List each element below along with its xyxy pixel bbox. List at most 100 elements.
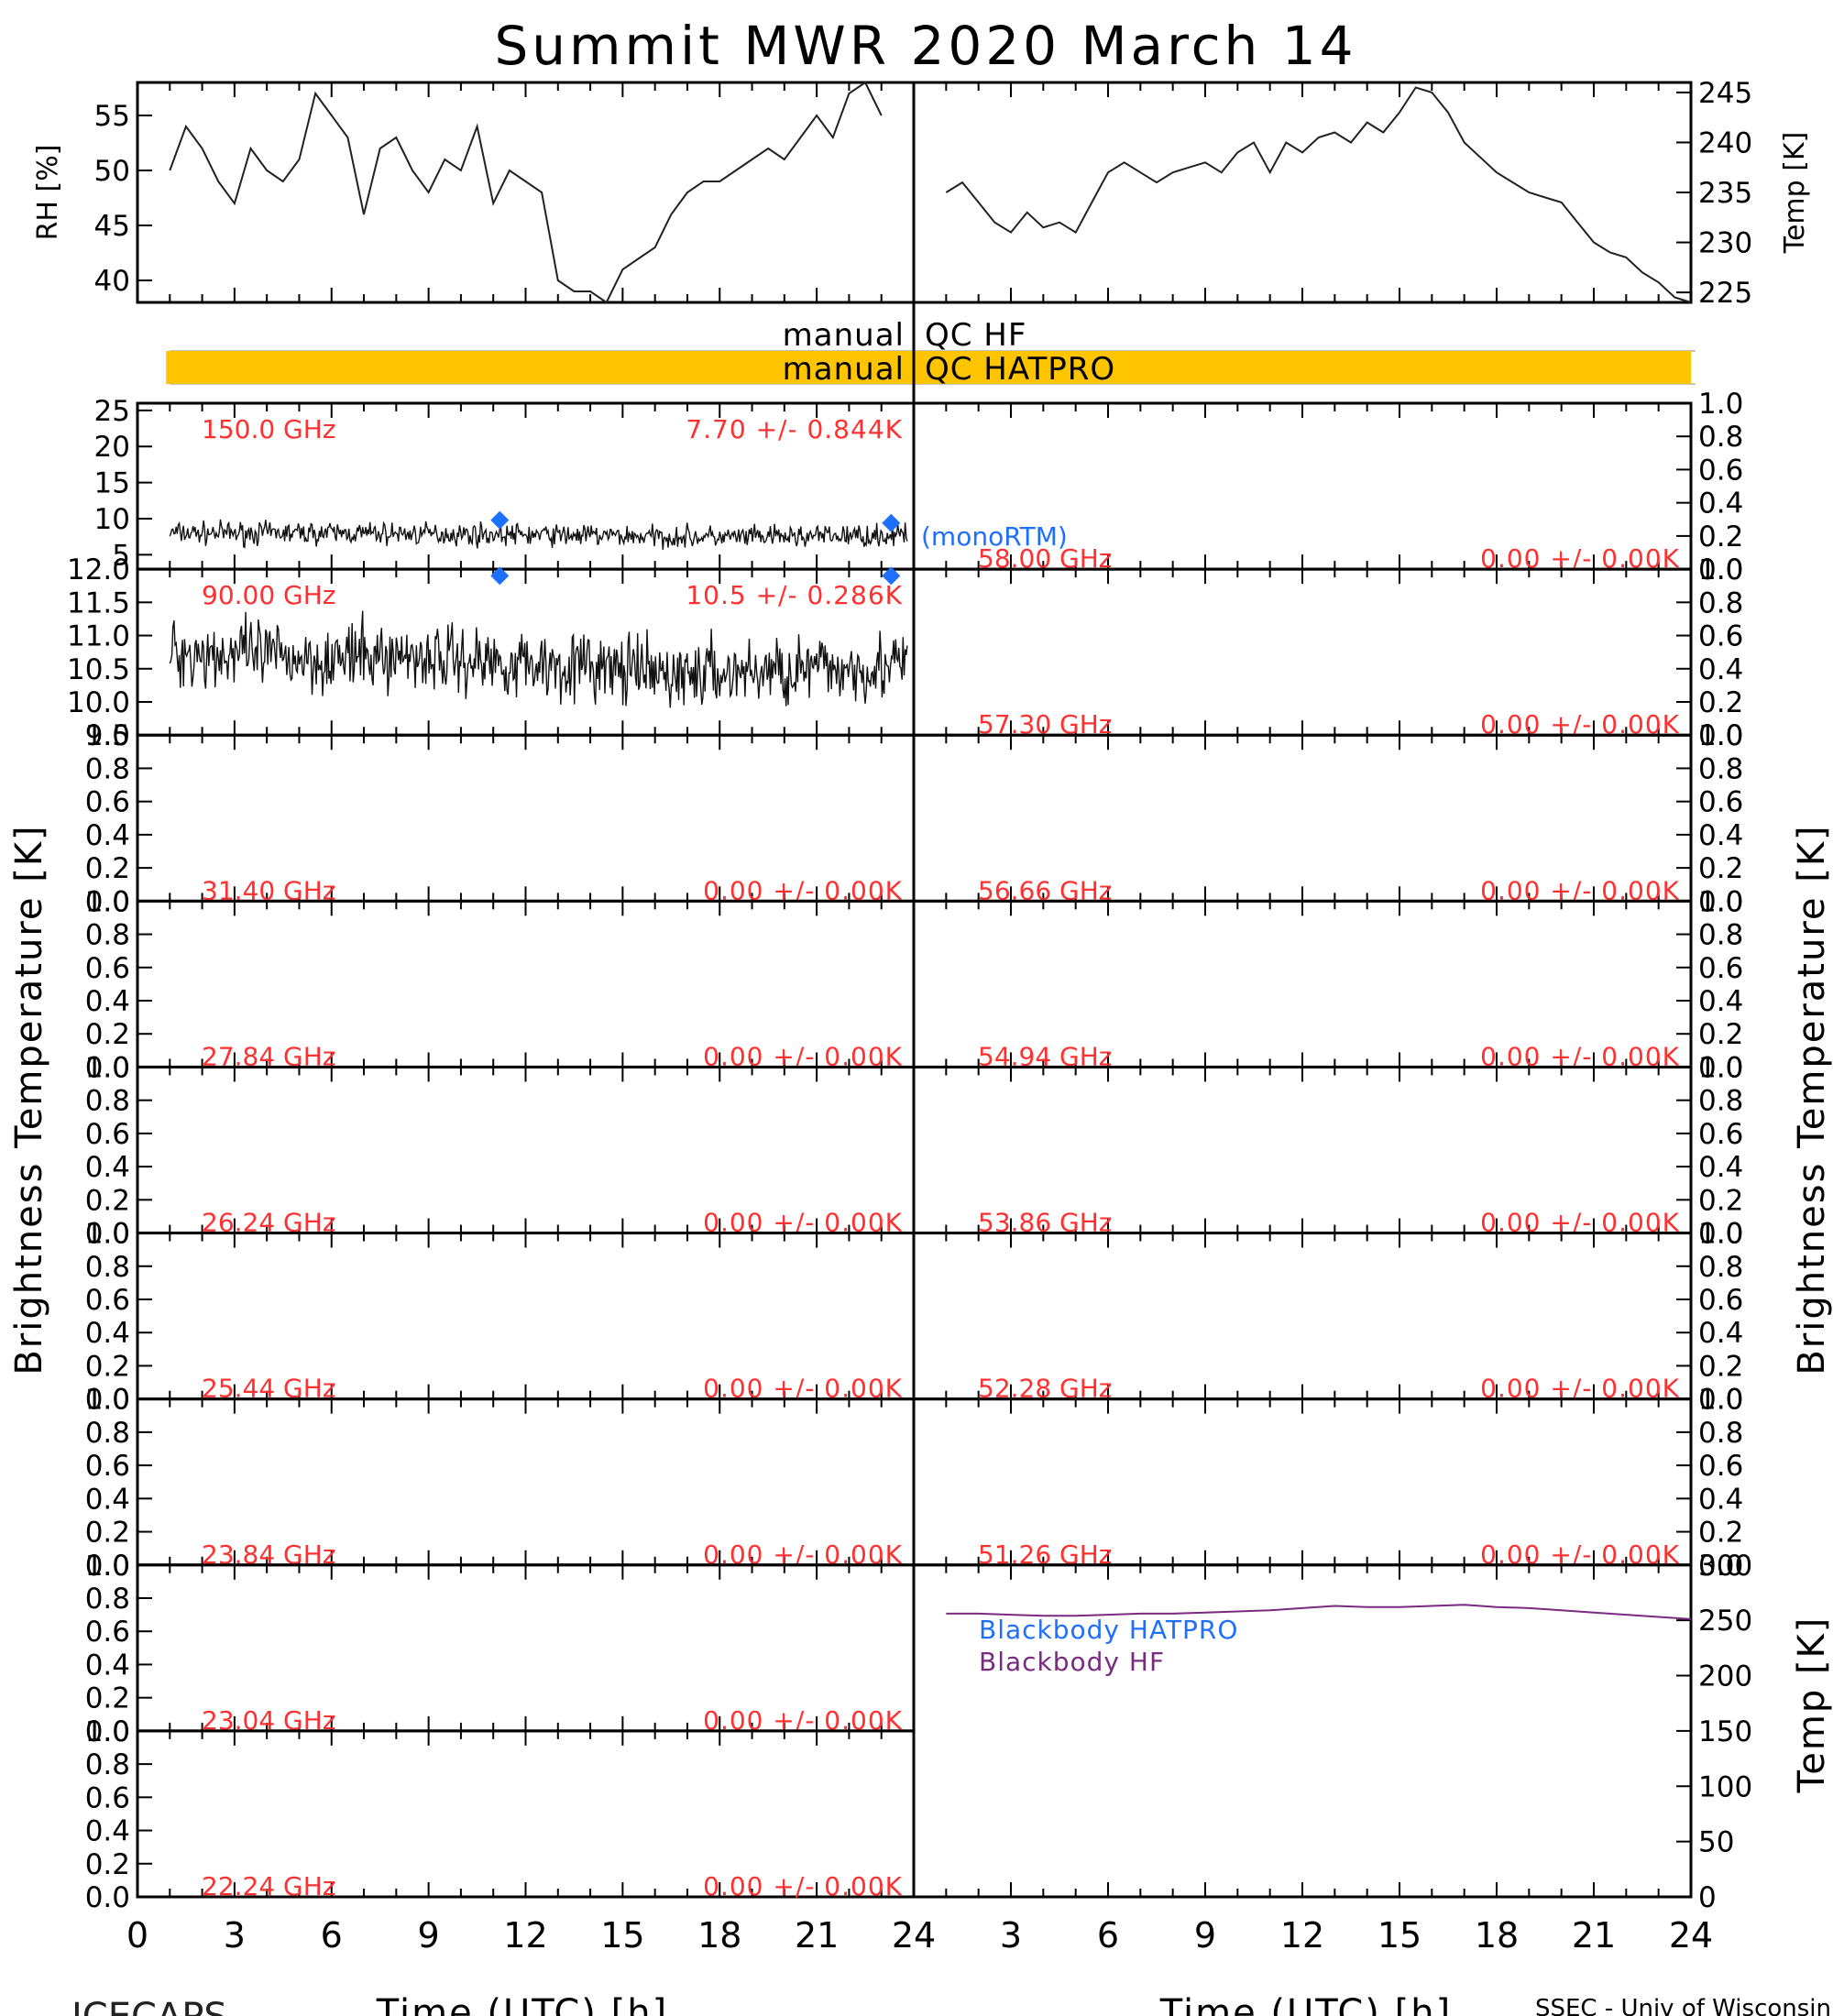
y-tick-label: 11.5 — [67, 586, 130, 619]
tb-trace — [169, 610, 908, 708]
y-tick-label: 40 — [94, 265, 130, 298]
y-tick-label: 0.6 — [85, 1450, 130, 1483]
y-tick-label: 45 — [94, 210, 130, 243]
y-tick-label: 0.8 — [85, 919, 130, 952]
y-tick-label: 225 — [1698, 277, 1752, 310]
y-tick-label: 0.0 — [85, 1384, 130, 1417]
temp-axis-label: Temp [K] — [1779, 132, 1811, 255]
y-tick-label: 245 — [1698, 77, 1752, 110]
y-tick-label: 0.2 — [1698, 1517, 1743, 1550]
y-tick-label: 0.6 — [85, 952, 130, 985]
y-tick-label: 0.6 — [1698, 620, 1743, 653]
y-tick-label: 0.4 — [1698, 819, 1743, 852]
x-tick-label-right: 15 — [1377, 1915, 1421, 1956]
y-tick-label: 0.2 — [1698, 520, 1743, 553]
y-tick-label: 230 — [1698, 227, 1752, 260]
qc-row-label-left: manual — [783, 351, 905, 388]
y-tick-label: 10 — [94, 503, 130, 536]
y-tick-label: 0.2 — [85, 1018, 130, 1051]
y-tick-label: 0.8 — [85, 1583, 130, 1616]
y-tick-label: 25 — [94, 395, 130, 428]
y-tick-label: 0.2 — [1698, 852, 1743, 885]
y-tick-label: 0.2 — [1698, 1184, 1743, 1217]
y-tick-label: 0.6 — [1698, 952, 1743, 985]
y-tick-label: 0.0 — [1698, 1384, 1743, 1417]
panel-frame — [912, 81, 1693, 304]
y-tick-label: 0.0 — [1698, 885, 1743, 918]
y-tick-label: 1.0 — [1698, 719, 1743, 752]
blackbody-hf-line — [946, 1604, 1692, 1620]
y-tick-label: 0.6 — [1698, 1450, 1743, 1483]
y-tick-label: 0.0 — [85, 1218, 130, 1251]
y-tick-label: 1.0 — [85, 1218, 130, 1251]
x-tick-label-right: 12 — [1280, 1915, 1324, 1956]
y-tick-label: 300 — [1698, 1550, 1752, 1583]
rh-line — [169, 81, 883, 304]
y-tick-label: 0.6 — [1698, 454, 1743, 487]
y-tick-label: 0.0 — [85, 1550, 130, 1583]
y-tick-label: 0.8 — [1698, 421, 1743, 454]
footer-left-label: ICECAPS — [71, 1996, 227, 2016]
y-tick-label: 0.4 — [1698, 1317, 1743, 1350]
y-tick-label: 1.0 — [1698, 388, 1743, 421]
y-tick-label: 100 — [1698, 1770, 1752, 1803]
y-tick-label: 0.8 — [1698, 1417, 1743, 1450]
y-tick-label: 20 — [94, 431, 130, 464]
y-tick-label: 0.0 — [1698, 553, 1743, 586]
y-tick-label: 0.4 — [1698, 1151, 1743, 1184]
y-tick-label: 0.0 — [85, 1051, 130, 1084]
y-tick-label: 0.8 — [1698, 919, 1743, 952]
figure-title: Summit MWR 2020 March 14 — [494, 15, 1356, 77]
x-tick-label-right: 9 — [1194, 1915, 1216, 1956]
y-tick-label: 0.2 — [1698, 1350, 1743, 1383]
y-tick-label: 10.5 — [67, 653, 130, 686]
y-tick-label: 0.8 — [85, 1748, 130, 1781]
footer-right-label: SSEC - Univ of Wisconsin — [1535, 1995, 1831, 2016]
blackbody-hatpro-legend: Blackbody HATPRO — [979, 1615, 1238, 1645]
y-tick-label: 0.0 — [85, 885, 130, 918]
y-tick-label: 240 — [1698, 126, 1752, 159]
channel-stat: 10.5 +/- 0.286K — [686, 580, 903, 610]
y-tick-label: 9.5 — [85, 719, 130, 752]
x-tick-label-left: 21 — [795, 1915, 839, 1956]
y-tick-label: 0.2 — [85, 1848, 130, 1881]
x-tick-label-right: 6 — [1097, 1915, 1119, 1956]
y-tick-label: 0.0 — [85, 1715, 130, 1748]
y-tick-label: 0.4 — [1698, 985, 1743, 1018]
y-tick-label: 0.2 — [85, 1517, 130, 1550]
y-tick-label: 0.4 — [1698, 1483, 1743, 1516]
channel-label: 150.0 GHz — [202, 414, 336, 444]
y-tick-label: 10.0 — [67, 686, 130, 719]
temp-line — [945, 86, 1692, 303]
y-tick-label: 50 — [1698, 1826, 1734, 1859]
y-tick-label: 250 — [1698, 1605, 1752, 1638]
y-tick-label: 0.8 — [85, 752, 130, 785]
y-tick-label: 0.6 — [1698, 786, 1743, 819]
qc-row-label-right: QC HATPRO — [925, 351, 1115, 388]
panel-frame — [136, 81, 916, 304]
y-tick-label: 0.4 — [1698, 653, 1743, 686]
channel-stat: 0.00 +/- 0.00K — [703, 1871, 903, 1901]
x-tick-label-right: 24 — [1669, 1915, 1713, 1956]
y-tick-label: 0.8 — [1698, 586, 1743, 619]
tb-marker — [882, 566, 901, 586]
y-tick-label: 0.2 — [85, 1350, 130, 1383]
x-tick-label-right: 3 — [1000, 1915, 1022, 1956]
tb-trace — [169, 519, 908, 551]
y-tick-label: 200 — [1698, 1660, 1752, 1693]
y-tick-label: 0.8 — [85, 1417, 130, 1450]
x-tick-label-left: 18 — [697, 1915, 741, 1956]
x-tick-label-left: 9 — [418, 1915, 440, 1956]
y-tick-label: 0.8 — [1698, 1085, 1743, 1118]
y-tick-label: 1.0 — [1698, 1218, 1743, 1251]
y-tick-label: 50 — [94, 155, 130, 188]
x-axis-label-right: Time (UTC) [h] — [1159, 1992, 1452, 2016]
y-tick-label: 1.0 — [85, 1384, 130, 1417]
tb-marker — [490, 510, 510, 530]
y-tick-label: 0.0 — [1698, 1218, 1743, 1251]
qc-row-label-left: manual — [783, 317, 905, 354]
y-tick-label: 0.0 — [1698, 1051, 1743, 1084]
y-tick-label: 0.8 — [1698, 1251, 1743, 1284]
y-tick-label: 0 — [1698, 1881, 1717, 1914]
